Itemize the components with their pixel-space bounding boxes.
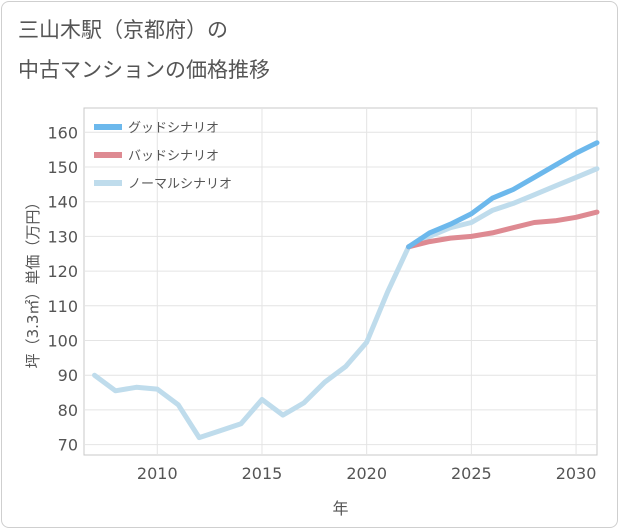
x-tick-label: 2010 [137,464,178,483]
series-line-1 [406,209,600,250]
y-tick-label: 80 [58,401,78,420]
series-line-0 [406,140,600,250]
y-tick-label: 90 [58,366,78,385]
legend-label: グッドシナリオ [128,121,219,136]
x-axis-label: 年 [332,499,348,518]
legend-label: バッドシナリオ [128,149,219,164]
y-tick-label: 150 [47,158,78,177]
legend-label: ノーマルシナリオ [128,177,232,192]
y-tick-label: 160 [47,123,78,142]
x-tick-label: 2030 [556,464,597,483]
page-title-line1: 三山木駅（京都府）の [18,18,228,42]
page-title-line2: 中古マンションの価格推移 [18,58,270,82]
series-line-2 [92,166,600,441]
y-tick-label: 140 [47,193,78,212]
plot-area [83,107,598,456]
y-tick-label: 70 [58,436,78,455]
x-tick-label: 2025 [451,464,492,483]
x-tick-label: 2015 [242,464,283,483]
y-tick-label: 130 [47,227,78,246]
y-tick-label: 100 [47,331,78,350]
y-tick-label: 110 [47,297,78,316]
x-tick-label: 2020 [346,464,387,483]
y-tick-label: 120 [47,262,78,281]
y-axis-label: 坪（3.3㎡）単価（万円） [24,195,42,369]
